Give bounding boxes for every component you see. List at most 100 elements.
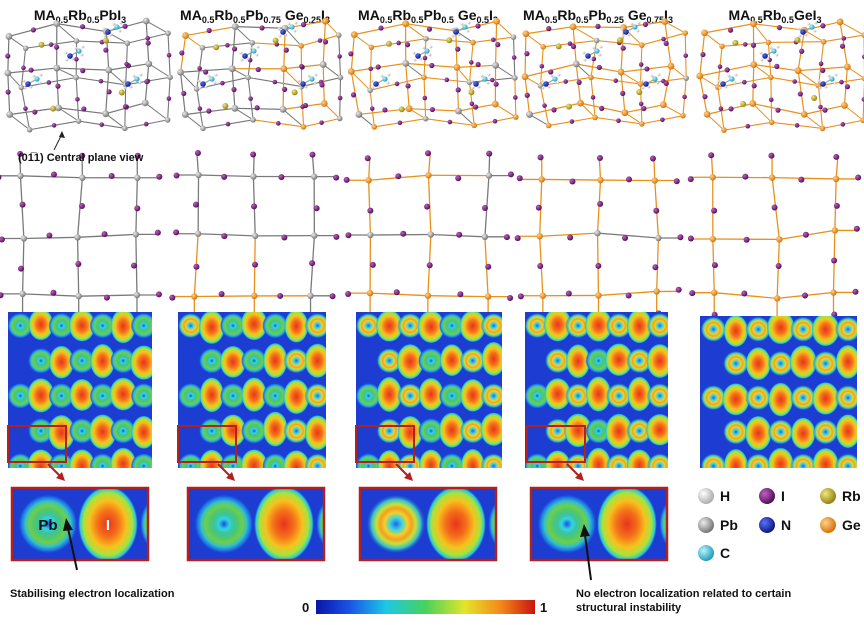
iodine-atom: [676, 287, 682, 293]
hydrogen-atom: [103, 28, 106, 31]
metal-atom: [21, 235, 27, 241]
elf-metal-site: [659, 498, 691, 550]
hydrogen-atom: [728, 75, 731, 78]
elf-map-content: [524, 307, 673, 482]
legend-ge-sphere: [820, 517, 836, 533]
title-part: 0.5: [545, 15, 558, 25]
carbon-atom: [829, 76, 834, 81]
hydrogen-atom: [133, 75, 136, 78]
iodine-atom: [457, 291, 463, 297]
hydrogen-atom: [651, 75, 654, 78]
hydrogen-atom: [298, 80, 301, 83]
metal-atom: [195, 231, 201, 237]
iodine-atom: [248, 96, 253, 101]
metal-atom: [55, 104, 62, 111]
iodine-atom: [490, 78, 495, 83]
legend-label: I: [781, 488, 785, 504]
iodine-atom: [712, 262, 718, 268]
nitrogen-atom: [762, 53, 768, 59]
metal-atom: [837, 18, 844, 25]
iodine-atom: [425, 150, 431, 156]
iodine-atom: [660, 117, 665, 122]
hydrogen-atom: [257, 46, 260, 49]
iodine-atom: [370, 106, 375, 111]
nitrogen-atom: [585, 53, 591, 59]
metal-atom: [471, 123, 477, 129]
metal-atom: [833, 176, 839, 182]
iodine-atom: [378, 25, 383, 30]
bond: [253, 155, 254, 177]
iodine-atom: [513, 95, 518, 100]
hydrogen-atom: [288, 23, 291, 26]
legend-label: C: [720, 545, 730, 561]
iodine-atom: [29, 67, 34, 72]
column-title: MA0.5Rb0.5PbI3: [34, 7, 126, 25]
hydrogen-atom: [467, 30, 470, 33]
hydrogen-atom: [734, 82, 737, 85]
iodine-atom: [688, 176, 694, 182]
metal-atom: [425, 172, 431, 178]
metal-atom: [53, 65, 60, 72]
hydrogen-atom: [198, 80, 201, 83]
carbon-atom: [771, 48, 776, 53]
legend-label: H: [720, 488, 730, 504]
metal-atom: [74, 38, 80, 44]
iodine-atom: [845, 84, 850, 89]
metal-atom: [322, 18, 329, 25]
hydrogen-atom: [767, 58, 770, 61]
iodine-atom: [405, 83, 410, 88]
metal-atom: [320, 61, 327, 68]
elf-metal-site: [813, 351, 839, 377]
iodine-atom: [395, 82, 400, 87]
hydrogen-atom: [308, 75, 311, 78]
elf-iodine-site: [791, 417, 816, 449]
elf-metal-site: [140, 498, 172, 550]
elf-map: [7, 308, 157, 484]
hydrogen-atom: [777, 46, 780, 49]
legend-label: N: [781, 517, 791, 533]
iodine-atom: [644, 66, 649, 71]
title-part: Pb: [246, 7, 264, 23]
iodine-atom: [641, 106, 646, 111]
hydrogen-atom: [590, 58, 593, 61]
iodine-atom: [455, 175, 461, 181]
hydrogen-atom: [24, 87, 27, 90]
hydrogen-atom: [814, 30, 817, 33]
iodine-atom: [368, 66, 373, 71]
nitrogen-atom: [820, 81, 826, 87]
elf-metal-site: [316, 498, 348, 550]
iodine-atom: [567, 234, 573, 240]
iodine-atom: [220, 81, 225, 86]
hydrogen-atom: [40, 74, 43, 77]
metal-atom: [696, 73, 703, 80]
metal-atom: [830, 289, 836, 295]
metal-atom: [165, 30, 171, 36]
title-part: MA: [34, 7, 56, 23]
iodine-atom: [382, 107, 387, 112]
carbon-atom: [76, 48, 81, 53]
hydrogen-atom: [75, 47, 78, 50]
hydrogen-atom: [124, 87, 127, 90]
elf-maps-row: [7, 307, 861, 484]
iodine-atom: [798, 177, 804, 183]
legend-h-sphere: [698, 488, 714, 504]
metal-atom: [23, 45, 29, 51]
metal-atom: [594, 38, 600, 44]
hydrogen-atom: [825, 86, 828, 89]
hydrogen-atom: [294, 30, 297, 33]
hydrogen-atom: [413, 52, 416, 55]
metal-atom: [337, 116, 343, 122]
title-part: Pb: [424, 7, 442, 23]
carbon-atom: [809, 24, 814, 29]
nitrogen-atom: [200, 81, 206, 87]
iodine-atom: [251, 203, 257, 209]
hydrogen-atom: [452, 35, 455, 38]
iodine-atom: [537, 263, 543, 269]
metal-atom: [540, 44, 546, 50]
title-part: Rb: [763, 7, 782, 23]
iodine-atom: [595, 24, 600, 29]
metal-atom: [73, 75, 79, 81]
iodine-atom: [55, 84, 60, 89]
